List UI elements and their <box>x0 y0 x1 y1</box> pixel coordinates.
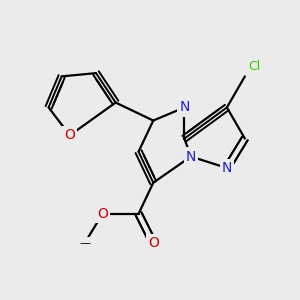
Text: Cl: Cl <box>248 60 260 73</box>
Text: O: O <box>97 207 108 221</box>
Text: N: N <box>222 161 232 175</box>
Text: O: O <box>148 236 159 250</box>
Text: N: N <box>186 149 196 164</box>
Text: —: — <box>79 238 90 248</box>
Text: O: O <box>64 128 75 142</box>
Text: N: N <box>179 100 190 115</box>
